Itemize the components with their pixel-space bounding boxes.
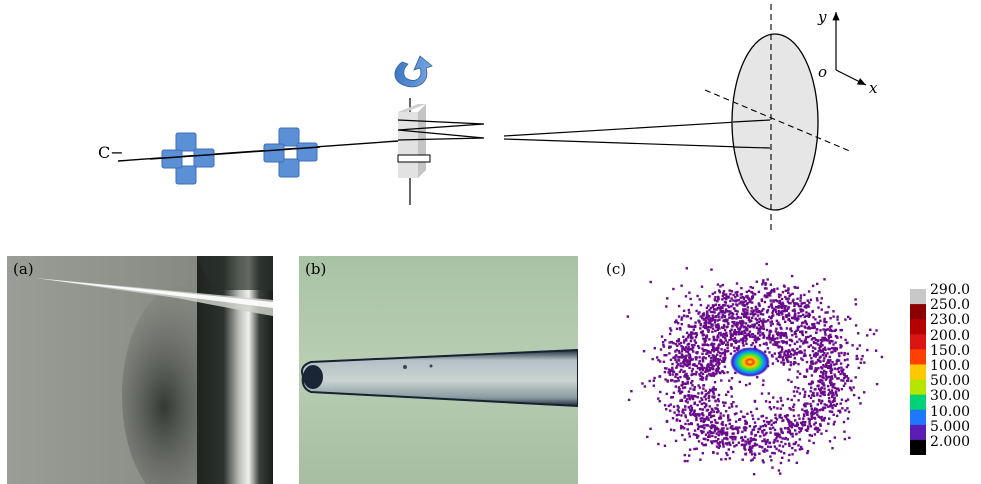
quadrupole-lens-1 (161, 132, 215, 185)
panel-b-label: (b) (305, 260, 327, 278)
quadrupole-lens-2 (263, 127, 318, 178)
colorbar-swatch (910, 424, 926, 441)
axis-origin-label: o (818, 63, 827, 81)
axis-y-label: y (817, 8, 827, 26)
deflected-beam-path (397, 119, 485, 141)
coordinate-axes: y o x (817, 8, 878, 97)
colorbar-label: 5.000 (930, 418, 971, 435)
colorbar-label: 2.000 (930, 434, 971, 450)
colorbar-label: 250.0 (930, 297, 971, 314)
colorbar-swatch (910, 289, 926, 305)
colorbar-label: 30.00 (930, 388, 971, 405)
detector-tilted-axis (704, 89, 853, 153)
colorbar-swatch (910, 349, 926, 365)
colorbar-swatch (910, 334, 926, 350)
colorbar-label: 290.0 (930, 282, 971, 298)
colorbar (910, 289, 926, 455)
colorbar-label: 230.0 (930, 312, 971, 329)
panel-c-detector-image: (c) (600, 256, 900, 484)
colorbar-label: 150.0 (930, 342, 971, 359)
experimental-setup-schematic: C− y o (98, 4, 878, 230)
colorbar-swatch (910, 319, 926, 335)
colorbar-swatch (910, 379, 926, 396)
colorbar-swatch (910, 439, 926, 455)
beam-label: C− (98, 143, 124, 162)
panel-c-label: (c) (606, 260, 627, 278)
colorbar-label: 50.00 (930, 373, 971, 390)
central-hotspot (730, 347, 770, 377)
detector-plane (731, 33, 819, 211)
colorbar-swatch (910, 364, 926, 381)
colorbar-label: 200.0 (930, 327, 971, 344)
panel-a-label: (a) (13, 260, 34, 278)
colorbar-swatch (910, 394, 926, 411)
rotation-arrow-icon (394, 55, 433, 88)
panel-a-photo: (a) (7, 256, 273, 484)
colorbar-swatch (910, 304, 926, 320)
colorbar-label: 10.00 (930, 403, 971, 420)
colorbar-swatch (910, 409, 926, 426)
panel-b-photo: (b) (299, 256, 578, 484)
axis-x-label: x (869, 79, 878, 97)
colorbar-label: 100.0 (930, 358, 971, 374)
detector-hit-points (626, 262, 884, 476)
tip-holder (397, 104, 431, 178)
